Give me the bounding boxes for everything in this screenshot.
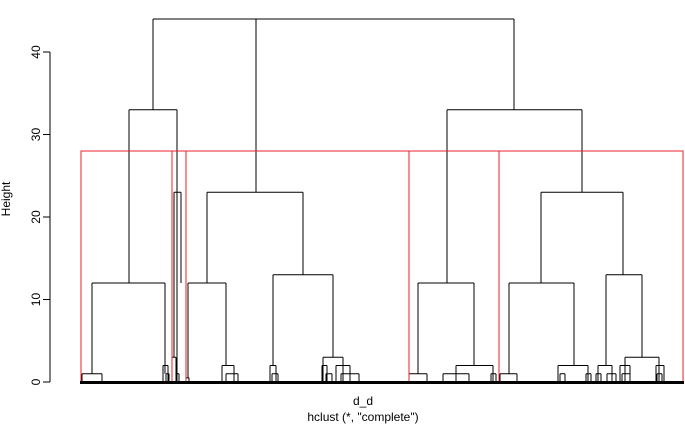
y-tick-label-10: 10	[29, 293, 43, 307]
leaf-merge-30	[656, 373, 663, 382]
leaf-merge-24	[595, 373, 602, 382]
leaf-merge-25	[606, 373, 617, 382]
leaf-merge-0	[81, 373, 103, 382]
x-axis-title: d_d	[353, 394, 373, 408]
y-tick-label-0: 0	[29, 378, 43, 385]
leaf-merge-21	[559, 373, 566, 382]
y-tick-label-40: 40	[29, 45, 43, 59]
cluster-5-box	[498, 150, 684, 384]
leaf-merge-19	[499, 373, 518, 382]
merge-mid-top	[206, 191, 304, 283]
leaf-baseline	[80, 381, 684, 384]
leaf-merge-9	[271, 373, 279, 382]
leaf-merge-2	[165, 373, 170, 382]
leaf-merge-18	[490, 373, 497, 382]
leaf-merge-27	[624, 356, 660, 382]
y-tick-label-20: 20	[29, 210, 43, 224]
merge-c7	[605, 274, 643, 366]
merge-right-top	[446, 109, 583, 283]
leaf-merge-29	[655, 365, 665, 382]
merge-c5	[417, 282, 475, 374]
y-axis-title: Height	[0, 181, 13, 216]
merge-c2	[173, 191, 182, 358]
cluster-4-box	[408, 150, 500, 384]
leaf-merge-28	[621, 373, 631, 382]
leaf-merge-14	[325, 373, 333, 382]
y-axis: 0 10 20 30 40	[29, 45, 51, 385]
method-subtitle: hclust (*, "complete")	[307, 410, 418, 424]
leaf-merge-13	[340, 373, 360, 382]
leaf-merge-15	[408, 373, 428, 382]
merge-c3	[187, 282, 227, 378]
cluster-1-box	[80, 150, 173, 384]
merge-c6	[508, 282, 575, 374]
leaf-merge-7	[225, 373, 239, 382]
leaf-merge-3	[171, 356, 177, 382]
leaf-merge-10	[322, 356, 344, 382]
y-tick-label-30: 30	[29, 128, 43, 142]
dendrogram-tree	[81, 18, 665, 382]
leaf-merge-4	[175, 373, 180, 382]
leaf-baseline-bar	[80, 381, 684, 384]
merge-root	[152, 18, 515, 110]
merge-left-sub	[128, 109, 178, 382]
merge-c1	[91, 282, 166, 374]
merge-c4	[272, 274, 334, 366]
merge-right-mid	[540, 191, 624, 283]
cluster-3-box	[185, 150, 410, 384]
cluster-boxes	[80, 150, 684, 384]
leaf-merge-22	[585, 373, 592, 382]
